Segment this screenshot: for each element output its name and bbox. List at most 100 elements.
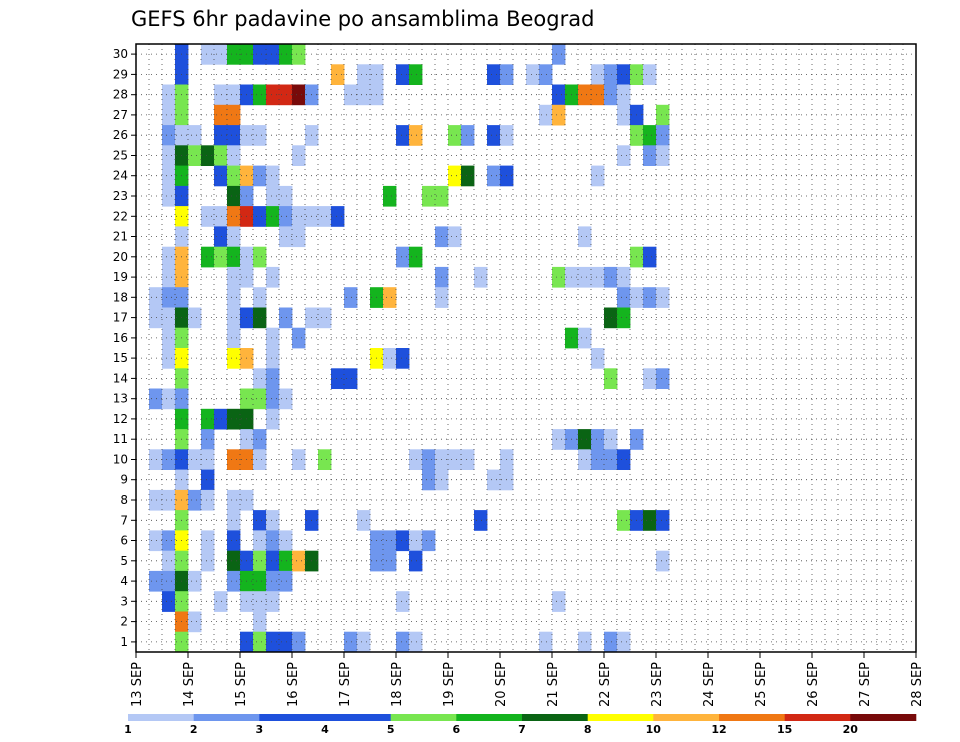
legend-tick-label: 20 bbox=[843, 723, 859, 736]
heatmap-cell bbox=[656, 368, 670, 389]
heatmap-cell bbox=[149, 530, 163, 552]
heatmap-cell bbox=[227, 570, 241, 592]
legend-tick-label: 7 bbox=[518, 723, 526, 736]
heatmap-cell bbox=[279, 44, 293, 65]
heatmap-cell bbox=[266, 185, 280, 207]
heatmap-cell bbox=[266, 591, 280, 612]
legend-tick-label: 4 bbox=[321, 723, 329, 736]
heatmap-cell bbox=[201, 550, 215, 572]
heatmap-cell bbox=[227, 84, 241, 106]
heatmap-cell bbox=[591, 64, 605, 85]
heatmap-cell bbox=[409, 449, 423, 470]
heatmap-cell bbox=[253, 246, 267, 268]
heatmap-cell bbox=[162, 104, 176, 126]
heatmap-cell bbox=[214, 125, 228, 146]
y-tick-label: 25 bbox=[113, 149, 128, 163]
heatmap-cell bbox=[188, 611, 202, 633]
heatmap-cell bbox=[292, 631, 306, 653]
heatmap-cell bbox=[461, 449, 475, 470]
heatmap-cell bbox=[656, 550, 670, 572]
heatmap-cell bbox=[604, 84, 618, 106]
heatmap-cell bbox=[292, 206, 306, 227]
chart-grid bbox=[136, 44, 916, 652]
legend-tick-label: 3 bbox=[255, 723, 263, 736]
heatmap-cell bbox=[396, 631, 410, 653]
y-tick-label: 16 bbox=[113, 331, 128, 345]
y-tick-label: 27 bbox=[113, 108, 128, 122]
heatmap-cell bbox=[279, 631, 293, 653]
heatmap-cell bbox=[201, 44, 215, 65]
heatmap-cell bbox=[149, 449, 163, 470]
heatmap-cell bbox=[617, 145, 631, 166]
heatmap-cell bbox=[214, 246, 228, 268]
heatmap-cell bbox=[253, 287, 267, 308]
heatmap-cell bbox=[188, 449, 202, 470]
heatmap-cell bbox=[409, 631, 423, 653]
y-tick-label: 4 bbox=[120, 574, 128, 588]
heatmap-cell bbox=[357, 84, 371, 106]
heatmap-cell bbox=[227, 266, 241, 288]
heatmap-cell bbox=[357, 64, 371, 85]
heatmap-cell bbox=[227, 408, 241, 430]
heatmap-cell bbox=[279, 206, 293, 227]
heatmap-cell bbox=[487, 165, 501, 187]
legend-color-box bbox=[784, 714, 851, 721]
heatmap-cell bbox=[539, 104, 553, 126]
x-axis: 13 SEP 14 SEP 15 SEP 16 SEP 17 SEP 18 SEP 19 S… bbox=[130, 652, 925, 707]
x-tick-label: 15 SEP bbox=[234, 662, 249, 707]
heatmap-cell bbox=[383, 348, 397, 369]
x-tick-label: 22 SEP bbox=[598, 662, 613, 707]
heatmap-cell bbox=[422, 185, 436, 207]
heatmap-cell bbox=[604, 368, 618, 389]
heatmap-cell bbox=[214, 145, 228, 166]
heatmap-cell bbox=[422, 469, 436, 491]
heatmap-cell bbox=[292, 145, 306, 166]
heatmap-cell bbox=[266, 44, 280, 65]
y-tick-label: 2 bbox=[120, 615, 128, 629]
heatmap-cell bbox=[162, 287, 176, 308]
heatmap-cell bbox=[383, 530, 397, 552]
heatmap-cell bbox=[188, 570, 202, 592]
heatmap-cell bbox=[266, 206, 280, 227]
heatmap-cell bbox=[253, 388, 267, 410]
heatmap-cell bbox=[253, 125, 267, 146]
heatmap-cell bbox=[188, 125, 202, 146]
heatmap-cell bbox=[266, 408, 280, 430]
heatmap-cell bbox=[279, 185, 293, 207]
heatmap-cell bbox=[214, 104, 228, 126]
heatmap-cell bbox=[292, 449, 306, 470]
heatmap-cell bbox=[188, 307, 202, 329]
heatmap-cell bbox=[253, 449, 267, 470]
legend-color-box bbox=[653, 714, 720, 721]
heatmap-cell bbox=[279, 226, 293, 248]
heatmap-cell bbox=[227, 489, 241, 511]
heatmap-cell bbox=[357, 510, 371, 531]
heatmap-cell bbox=[617, 449, 631, 470]
heatmap-cell bbox=[227, 348, 241, 369]
x-tick-label: 20 SEP bbox=[494, 662, 509, 707]
heatmap-cell bbox=[292, 226, 306, 248]
heatmap-cell bbox=[617, 84, 631, 106]
heatmap-cell bbox=[331, 206, 345, 227]
x-tick-label: 13 SEP bbox=[130, 662, 145, 707]
heatmap-cell bbox=[253, 611, 267, 633]
heatmap-cell bbox=[162, 185, 176, 207]
y-tick-label: 11 bbox=[113, 432, 128, 446]
heatmap-cell bbox=[279, 530, 293, 552]
heatmap-cell bbox=[162, 388, 176, 410]
legend-color-box bbox=[193, 714, 260, 721]
heatmap-cell bbox=[227, 206, 241, 227]
heatmap-cell bbox=[656, 510, 670, 531]
heatmap-cell bbox=[201, 530, 215, 552]
heatmap-cell bbox=[201, 206, 215, 227]
heatmap-cell bbox=[227, 550, 241, 572]
heatmap-cell bbox=[188, 145, 202, 166]
heatmap-cell bbox=[578, 327, 592, 349]
heatmap-cell bbox=[162, 570, 176, 592]
heatmap-cell bbox=[162, 307, 176, 329]
heatmap-cell bbox=[162, 348, 176, 369]
heatmap-cell bbox=[162, 530, 176, 552]
y-tick-label: 9 bbox=[120, 473, 128, 487]
y-tick-label: 22 bbox=[113, 209, 128, 223]
